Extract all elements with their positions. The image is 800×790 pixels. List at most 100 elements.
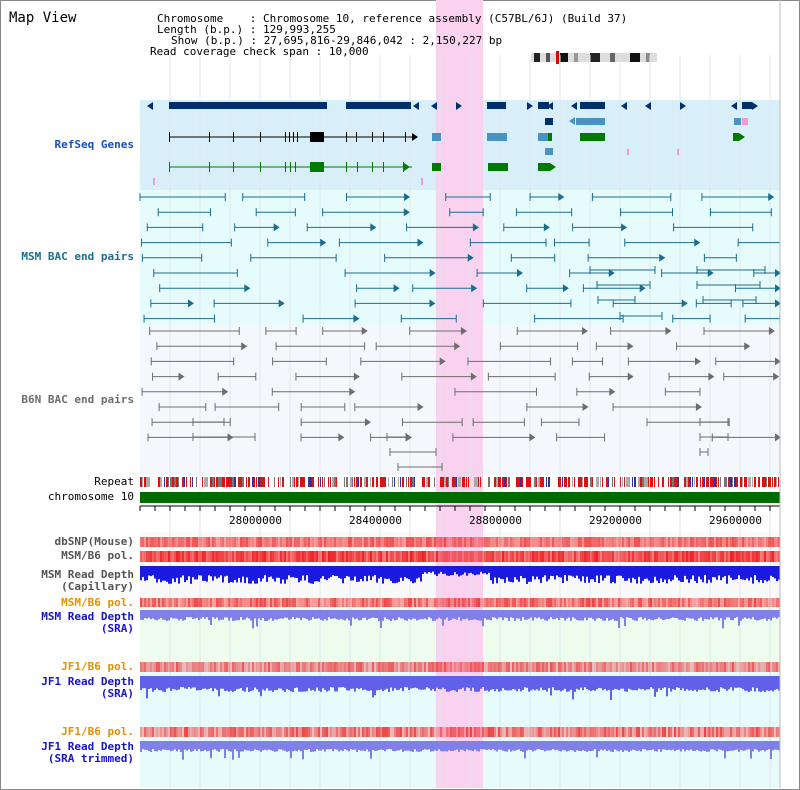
dbsnp-heat [724, 537, 726, 547]
repeat-element [642, 477, 644, 487]
track-label-jf1-pol[interactable]: JF1/B6 pol. [61, 660, 134, 673]
msm-depth-capillary-bar [504, 566, 506, 583]
jf1-depth-trimmed-bar [294, 741, 296, 751]
repeat-element [148, 477, 150, 487]
dbsnp-heat [302, 537, 304, 547]
jf1-pol-trim-heat [246, 727, 248, 737]
msm-depth-sra-bar [706, 610, 708, 620]
track-label-msm-depth-sra[interactable]: MSM Read Depth (SRA) [41, 611, 134, 635]
msm-depth-sra-bar [600, 610, 602, 619]
dbsnp-heat [378, 537, 380, 547]
msm-pol-sra-heat [492, 598, 494, 607]
dbsnp-heat [164, 537, 166, 547]
dbsnp-heat [174, 537, 176, 547]
jf1-pol-heat [476, 662, 478, 672]
jf1-pol-heat [530, 662, 532, 672]
jf1-pol-heat [286, 662, 288, 672]
repeat-element [268, 477, 269, 487]
msm-depth-capillary-bar [378, 566, 380, 579]
jf1-pol-heat [626, 662, 628, 672]
msm-depth-sra-bar [710, 610, 712, 618]
track-label-chromosome[interactable]: chromosome 10 [47, 490, 134, 503]
track-label-refseq[interactable]: RefSeq Genes [54, 138, 134, 151]
msm-pol-sra-heat [222, 598, 224, 607]
msm-pol-heat [202, 551, 204, 562]
jf1-depth-sra-bar [604, 676, 606, 690]
msm-depth-capillary-bar [362, 566, 364, 582]
jf1-depth-sra-bar [736, 676, 738, 688]
jf1-depth-trimmed-bar [652, 741, 654, 750]
msm-pol-sra-heat [636, 598, 638, 607]
track-label-jf1-depth-trimmed[interactable]: JF1 Read Depth (SRA trimmed) [41, 741, 134, 765]
msm-pol-sra-heat [224, 598, 226, 607]
msm-pol-heat [410, 551, 412, 562]
dbsnp-heat [572, 537, 574, 547]
dbsnp-heat [504, 537, 506, 547]
dbsnp-heat [452, 537, 454, 547]
track-label-msm-pol-sra[interactable]: MSM/B6 pol. [61, 596, 134, 609]
jf1-depth-sra-bar [592, 676, 594, 691]
jf1-pol-trim-heat [588, 727, 590, 737]
repeat-element [264, 477, 265, 487]
dbsnp-heat [214, 537, 216, 547]
msm-pol-heat [480, 551, 482, 562]
msm-depth-sra-bar [434, 610, 436, 621]
msm-depth-sra-bar [576, 610, 578, 620]
msm-pol-heat [278, 551, 280, 562]
track-label-b6n-bac[interactable]: B6N BAC end pairs [21, 393, 134, 406]
repeat-element [256, 477, 257, 487]
msm-pol-sra-heat [226, 598, 228, 607]
dbsnp-heat [610, 537, 612, 547]
track-label-repeat[interactable]: Repeat [94, 475, 134, 488]
repeat-element [620, 477, 621, 487]
jf1-depth-trimmed-bar [214, 741, 216, 750]
msm-depth-sra-bar [524, 610, 526, 620]
jf1-depth-trimmed-bar [216, 741, 218, 751]
msm-depth-sra-bar [354, 610, 356, 620]
dbsnp-heat [430, 537, 432, 547]
msm-depth-capillary-bar [178, 566, 180, 584]
msm-depth-capillary-bar [184, 566, 186, 583]
jf1-pol-heat [176, 662, 178, 672]
msm-depth-capillary-bar [594, 566, 596, 582]
msm-pol-sra-heat [660, 598, 662, 607]
track-label-msm-depth-capillary[interactable]: MSM Read Depth (Capillary) [41, 569, 134, 593]
jf1-pol-heat [756, 662, 758, 672]
msm-pol-sra-heat [622, 598, 624, 607]
dbsnp-heat [510, 537, 512, 547]
track-label-msm-bac[interactable]: MSM BAC end pairs [21, 250, 134, 263]
track-label-msm-pol[interactable]: MSM/B6 pol. [61, 549, 134, 562]
repeat-element [182, 477, 184, 487]
msm-depth-capillary-bar [604, 566, 606, 579]
dbsnp-heat [568, 537, 570, 547]
dbsnp-heat [196, 537, 198, 547]
msm-depth-sra-bar [440, 610, 442, 619]
msm-depth-capillary-bar [584, 566, 586, 583]
dbsnp-heat [172, 537, 174, 547]
msm-depth-capillary-bar [206, 566, 208, 582]
jf1-depth-trimmed-bar [362, 741, 364, 751]
jf1-pol-trim-heat [342, 727, 344, 737]
jf1-depth-sra-bar [280, 676, 282, 689]
track-label-jf1-depth[interactable]: JF1 Read Depth (SRA) [41, 676, 134, 700]
jf1-depth-sra-bar [444, 676, 446, 690]
jf1-pol-heat [350, 662, 352, 672]
jf1-depth-sra-bar [716, 676, 718, 691]
msm-depth-sra-bar [742, 610, 744, 619]
b6n-bac-pair-end [338, 433, 345, 442]
jf1-depth-sra-bar [438, 676, 440, 690]
jf1-pol-trim-heat [612, 727, 614, 737]
jf1-pol-trim-heat [636, 727, 638, 737]
repeat-element [388, 477, 389, 487]
msm-pol-sra-heat [476, 598, 478, 607]
msm-pol-sra-heat [234, 598, 236, 607]
msm-pol-heat [286, 551, 288, 562]
msm-pol-sra-heat [540, 598, 542, 607]
msm-pol-heat [444, 551, 446, 562]
track-label-jf1-pol-trimmed[interactable]: JF1/B6 pol. [61, 725, 134, 738]
jf1-depth-trimmed-bar [504, 741, 506, 752]
msm-depth-capillary-bar [758, 566, 760, 583]
msm-depth-sra-bar [712, 610, 714, 620]
track-label-dbsnp[interactable]: dbSNP(Mouse) [54, 535, 134, 548]
jf1-pol-trim-heat [544, 727, 546, 737]
